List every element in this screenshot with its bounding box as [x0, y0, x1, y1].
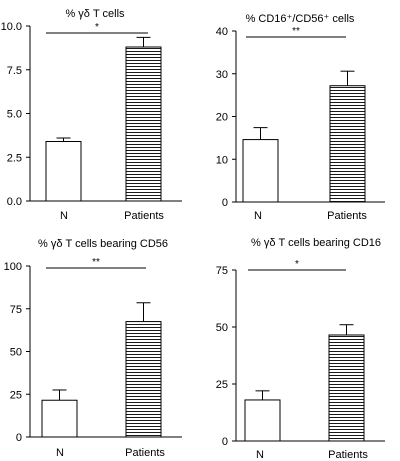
- bar-patients: [125, 321, 162, 438]
- bar-n: [41, 399, 78, 438]
- chart-title: % γδ T cells bearing CD16: [251, 237, 381, 249]
- y-tick-label: 100: [4, 261, 22, 273]
- chart-panel-3: % γδ T cells bearing CD56 0 25 50 75 100 N Pati…: [4, 238, 182, 459]
- chart-title: % γδ T cells: [65, 8, 125, 20]
- y-tick-label: 7.5: [7, 65, 22, 77]
- y-tick-label: 25: [10, 389, 22, 401]
- y-tick-label: 75: [10, 304, 22, 316]
- significance-marker: *: [95, 22, 99, 33]
- chart-title: % γδ T cells bearing CD56: [38, 238, 168, 250]
- significance-marker: **: [92, 257, 100, 268]
- category-label: N: [256, 449, 264, 461]
- chart-title: % CD16⁺/CD56⁺ cells: [246, 13, 355, 25]
- category-label: Patients: [327, 210, 367, 222]
- bar-n: [45, 141, 82, 202]
- category-label: N: [60, 210, 68, 222]
- category-label: Patients: [328, 449, 368, 461]
- bar-patients: [125, 46, 162, 202]
- bar-n: [242, 139, 279, 203]
- chart-panel-2: % CD16⁺/CD56⁺ cells 0 10 20 30 40 N Patients **: [216, 13, 385, 222]
- y-tick-label: 2.5: [7, 152, 22, 164]
- y-tick-label: 5.0: [7, 109, 22, 121]
- y-tick-label: 30: [216, 69, 228, 81]
- y-tick-label: 0: [222, 197, 228, 209]
- y-tick-label: 0: [222, 436, 228, 448]
- y-tick-label: 40: [216, 26, 228, 38]
- bar-n: [244, 399, 281, 442]
- y-tick-label: 20: [216, 112, 228, 124]
- y-tick-label: 75: [216, 265, 228, 277]
- chart-panel-1: % γδ T cells 0.0 2.5 5.0 7.5 10.0 N Patients *: [1, 8, 182, 222]
- bar-patients: [329, 85, 366, 203]
- bar-patients: [328, 334, 365, 442]
- y-tick-label: 50: [10, 347, 22, 359]
- category-label: N: [254, 210, 262, 222]
- category-label: Patients: [125, 447, 165, 459]
- category-label: Patients: [124, 210, 164, 222]
- significance-marker: *: [295, 259, 299, 270]
- y-tick-label: 10.0: [1, 21, 22, 33]
- significance-marker: **: [292, 26, 300, 37]
- y-tick-label: 0: [16, 432, 22, 444]
- y-tick-label: 0.0: [7, 196, 22, 208]
- y-tick-label: 50: [216, 322, 228, 334]
- chart-panel-4: % γδ T cells bearing CD16 0 25 50 75 N Patient…: [216, 237, 385, 461]
- y-tick-label: 10: [216, 154, 228, 166]
- y-tick-label: 25: [216, 379, 228, 391]
- category-label: N: [56, 447, 64, 459]
